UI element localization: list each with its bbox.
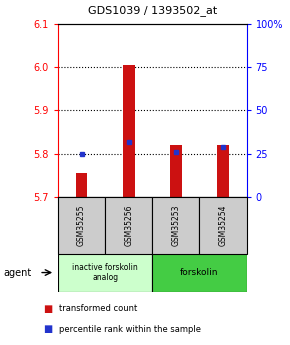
Bar [170,145,182,197]
Text: inactive forskolin
analog: inactive forskolin analog [72,263,138,282]
Bar [152,254,246,292]
Text: ■: ■ [44,304,53,314]
Text: GSM35253: GSM35253 [171,204,180,246]
Text: ■: ■ [44,325,53,334]
Text: agent: agent [3,268,31,277]
Text: GSM35254: GSM35254 [218,204,227,246]
Text: GDS1039 / 1393502_at: GDS1039 / 1393502_at [88,4,217,16]
Text: percentile rank within the sample: percentile rank within the sample [59,325,202,334]
Bar [200,197,246,254]
Text: transformed count: transformed count [59,304,138,313]
Bar [76,173,88,197]
Bar [58,254,152,292]
Bar [152,197,200,254]
Bar [217,145,229,197]
Bar [58,197,105,254]
Text: GSM35256: GSM35256 [124,204,133,246]
Text: forskolin: forskolin [180,268,219,277]
Text: GSM35255: GSM35255 [77,204,86,246]
Bar [105,197,152,254]
Bar [123,65,135,197]
